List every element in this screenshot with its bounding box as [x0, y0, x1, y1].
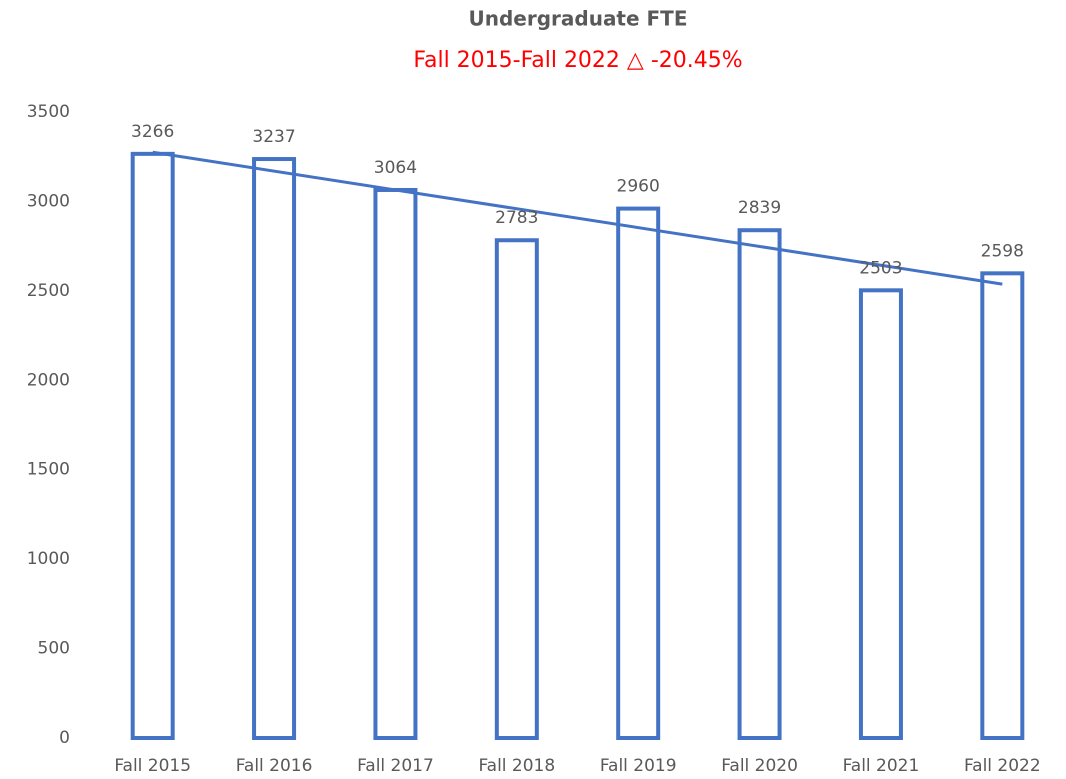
data-label: 2503: [859, 258, 902, 278]
data-label: 3237: [252, 127, 295, 147]
y-tick-label: 1000: [27, 549, 70, 569]
x-tick-label: Fall 2021: [843, 756, 920, 776]
bar: [130, 151, 175, 740]
data-label: 3064: [374, 158, 417, 178]
bar: [373, 187, 418, 741]
data-label: 2783: [495, 208, 538, 228]
y-tick-label: 1500: [27, 460, 70, 480]
chart-title: Undergraduate FTE: [468, 7, 687, 31]
y-tick-label: 2000: [27, 370, 70, 390]
x-tick-label: Fall 2022: [964, 756, 1041, 776]
y-tick-label: 2500: [27, 281, 70, 301]
data-label: 2839: [738, 198, 781, 218]
x-tick-label: Fall 2016: [236, 756, 313, 776]
y-tick-label: 500: [38, 639, 70, 659]
y-tick-label: 0: [59, 728, 70, 748]
data-label: 2598: [981, 241, 1024, 261]
trendline: [152, 150, 1003, 286]
bar: [980, 271, 1025, 740]
y-tick-label: 3000: [27, 191, 70, 211]
bar: [616, 206, 661, 740]
x-tick-label: Fall 2015: [114, 756, 191, 776]
x-tick-label: Fall 2018: [478, 756, 555, 776]
bar: [252, 157, 297, 740]
data-label: 2960: [617, 177, 660, 197]
bar: [737, 228, 782, 740]
x-tick-label: Fall 2019: [600, 756, 677, 776]
chart-subtitle: Fall 2015-Fall 2022 △ -20.45%: [413, 48, 742, 73]
y-tick-label: 3500: [27, 102, 70, 122]
bar: [858, 288, 903, 740]
x-tick-label: Fall 2020: [721, 756, 798, 776]
data-label: 3266: [131, 122, 174, 142]
x-tick-label: Fall 2017: [357, 756, 434, 776]
bar: [494, 238, 539, 740]
